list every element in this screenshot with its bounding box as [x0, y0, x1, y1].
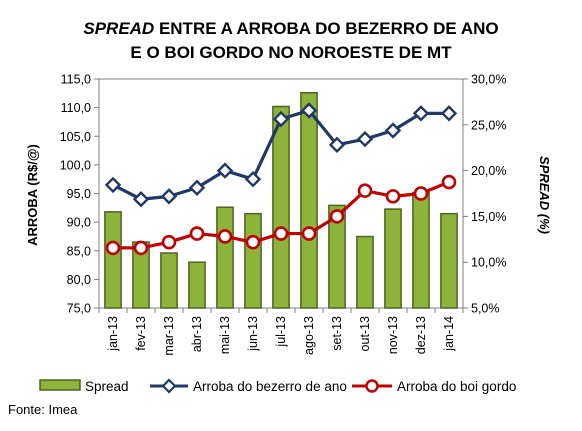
spread-bar	[384, 208, 402, 309]
legend-label-boi-gordo: Arroba do boi gordo	[397, 379, 516, 394]
x-tick-label: jan-13	[106, 316, 120, 352]
x-tick-label: jun-13	[246, 316, 260, 352]
bezerro-point	[440, 105, 458, 122]
spread-bar	[300, 91, 318, 309]
boi-gordo-point	[133, 240, 149, 256]
bezerro-point	[216, 162, 234, 179]
y2-axis-title: SPREAD (%)	[537, 156, 552, 234]
x-tick-label: mai-13	[218, 316, 232, 354]
bezerro-point	[160, 188, 178, 205]
bezerro-point	[328, 136, 346, 154]
y2-tick-label: 5,0%	[471, 302, 500, 316]
legend-swatch-spread	[39, 379, 81, 391]
legend-label-spread: Spread	[85, 379, 129, 394]
y2-tick-label: 10,0%	[471, 256, 506, 270]
chart-title-line2: E O BOI GORDO NO NOROESTE DE MT	[130, 43, 452, 62]
bezerro-point	[244, 170, 262, 188]
y-tick-label: 90,0	[67, 216, 91, 230]
bezerro-point	[132, 191, 150, 208]
y-tick-label: 110,0	[61, 101, 91, 115]
legend-marker-boi-gordo	[365, 379, 379, 393]
bezerro-point	[384, 122, 402, 139]
x-tick-label: dez-13	[414, 316, 428, 354]
x-tick-label: jul-13	[274, 316, 288, 348]
bezerro-point	[188, 179, 206, 196]
spread-bar	[272, 105, 290, 309]
spread-bar	[188, 261, 206, 309]
y-tick-label: 85,0	[67, 244, 91, 258]
boi-gordo-point	[413, 186, 429, 201]
spread-bar	[356, 235, 374, 309]
y-tick-label: 105,0	[60, 130, 91, 144]
bezerro-point	[356, 130, 374, 148]
spread-bar	[216, 206, 234, 309]
y-tick-label: 95,0	[67, 187, 91, 201]
boi-gordo-point	[329, 209, 345, 224]
x-tick-label: out-13	[358, 316, 372, 351]
legend-marker-bezerro	[161, 378, 177, 394]
y2-tick-label: 30,0%	[471, 73, 506, 87]
bezerro-point	[272, 110, 290, 128]
bezerro-point	[412, 105, 430, 122]
source-note: Fonte: Imea	[8, 402, 78, 417]
x-tick-label: set-13	[330, 316, 344, 351]
legend: Spread Arroba do bezerro de ano Arroba do …	[39, 378, 516, 394]
y-axis-title: ARROBA (R$/@)	[25, 144, 40, 246]
boi-gordo-point	[217, 229, 233, 244]
x-tick-label: mar-13	[162, 316, 176, 356]
boi-gordo-point	[189, 226, 205, 241]
y-tick-label: 115,0	[61, 73, 91, 87]
boi-gordo-point	[357, 183, 373, 198]
x-tick-label: jan-14	[442, 316, 456, 352]
x-tick-label: ago-13	[302, 316, 316, 355]
spread-bar	[440, 212, 458, 309]
boi-gordo-point	[273, 226, 289, 241]
axes: 75,0 80,0 85,0 90,0 95,0 100,0 105,0 110,0 115,0…	[60, 73, 507, 356]
series-lines	[104, 102, 458, 256]
y2-tick-label: 20,0%	[471, 164, 506, 178]
spread-bar	[244, 212, 262, 309]
y-tick-label: 75,0	[67, 302, 91, 316]
boi-gordo-point	[161, 234, 177, 250]
boi-gordo-point	[105, 240, 121, 256]
spread-bar	[328, 204, 346, 309]
boi-gordo-point	[385, 189, 401, 204]
boi-gordo-point	[301, 226, 317, 241]
y-tick-label: 100,0	[60, 158, 91, 172]
chart-title-line1: SPREAD ENTRE A ARROBA DO BEZERRO DE ANO	[83, 19, 498, 38]
y2-tick-label: 15,0%	[471, 210, 506, 224]
boi-gordo-point	[441, 174, 457, 190]
x-tick-label: fev-13	[134, 316, 148, 351]
bezerro-point	[300, 102, 318, 119]
spread-bar	[160, 252, 178, 309]
y2-tick-label: 25,0%	[471, 118, 506, 132]
legend-label-bezerro: Arroba do bezerro de ano	[193, 379, 347, 394]
y-tick-label: 80,0	[67, 273, 91, 287]
spread-bar	[104, 211, 122, 309]
spread-bar	[412, 191, 430, 309]
x-tick-label: nov-13	[386, 316, 400, 354]
bezerro-point	[104, 176, 122, 194]
x-tick-label: abr-13	[190, 316, 204, 352]
boi-gordo-point	[245, 234, 261, 250]
